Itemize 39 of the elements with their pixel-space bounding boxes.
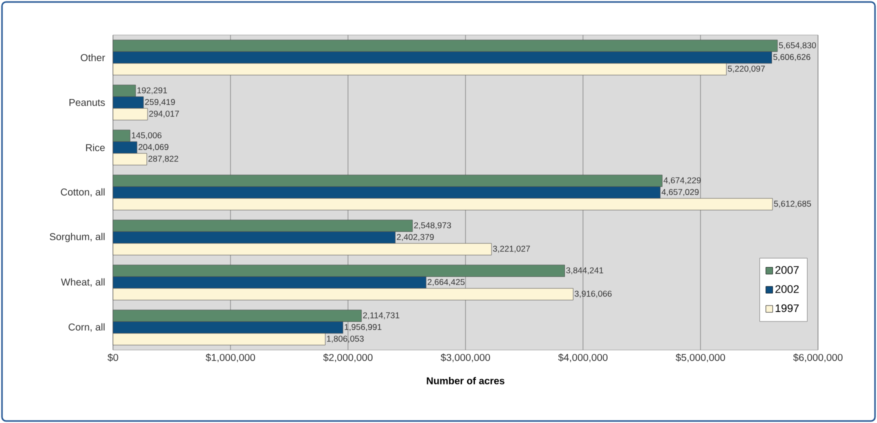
- x-tick-label: $0: [108, 354, 118, 362]
- data-label: 5,654,830: [778, 42, 816, 50]
- data-label: 287,822: [148, 156, 178, 163]
- data-label: 294,017: [149, 110, 179, 118]
- data-label: 145,006: [132, 132, 162, 140]
- data-label: 5,606,626: [773, 54, 810, 61]
- x-tick-label: $2,000,000: [323, 354, 373, 362]
- y-tick-label: Corn, all: [68, 323, 105, 332]
- data-label: 5,220,097: [728, 66, 765, 73]
- x-axis-title: Number of acres: [426, 376, 504, 384]
- data-label: 1,956,991: [344, 324, 382, 331]
- x-tick-label: $3,000,000: [440, 354, 490, 362]
- data-label: 4,657,029: [662, 189, 699, 196]
- data-label: 259,419: [145, 99, 175, 106]
- x-tick-label: $5,000,000: [676, 354, 726, 362]
- data-label: 192,291: [137, 87, 167, 94]
- data-label: 2,664,425: [428, 279, 465, 286]
- legend-label: 2002: [775, 285, 799, 293]
- data-label: 3,916,066: [574, 290, 612, 298]
- data-label: 3,844,241: [566, 267, 604, 274]
- data-label: 2,548,973: [414, 222, 452, 230]
- y-tick-label: Cotton, all: [60, 188, 105, 197]
- y-tick-label: Other: [80, 54, 106, 62]
- x-tick-label: $1,000,000: [206, 354, 256, 362]
- y-tick-label: Sorghum, all: [50, 232, 105, 242]
- x-tick-label: $4,000,000: [558, 354, 608, 362]
- x-tick-label: $6,000,000: [793, 354, 843, 362]
- y-tick-label: Peanuts: [69, 99, 105, 106]
- y-tick-label: Rice: [86, 144, 105, 152]
- data-label: 1,806,053: [327, 336, 364, 343]
- data-label: 2,402,379: [396, 234, 434, 241]
- data-label: 204,069: [138, 144, 168, 151]
- data-label: 5,612,685: [774, 200, 812, 208]
- legend-label: 1997: [776, 304, 799, 312]
- y-tick-label: Wheat, all: [60, 278, 105, 287]
- legend-label: 2007: [775, 266, 799, 274]
- data-label: 2,114,731: [363, 312, 400, 320]
- data-label: 3,221,027: [492, 246, 530, 253]
- data-label: 4,674,229: [664, 177, 701, 184]
